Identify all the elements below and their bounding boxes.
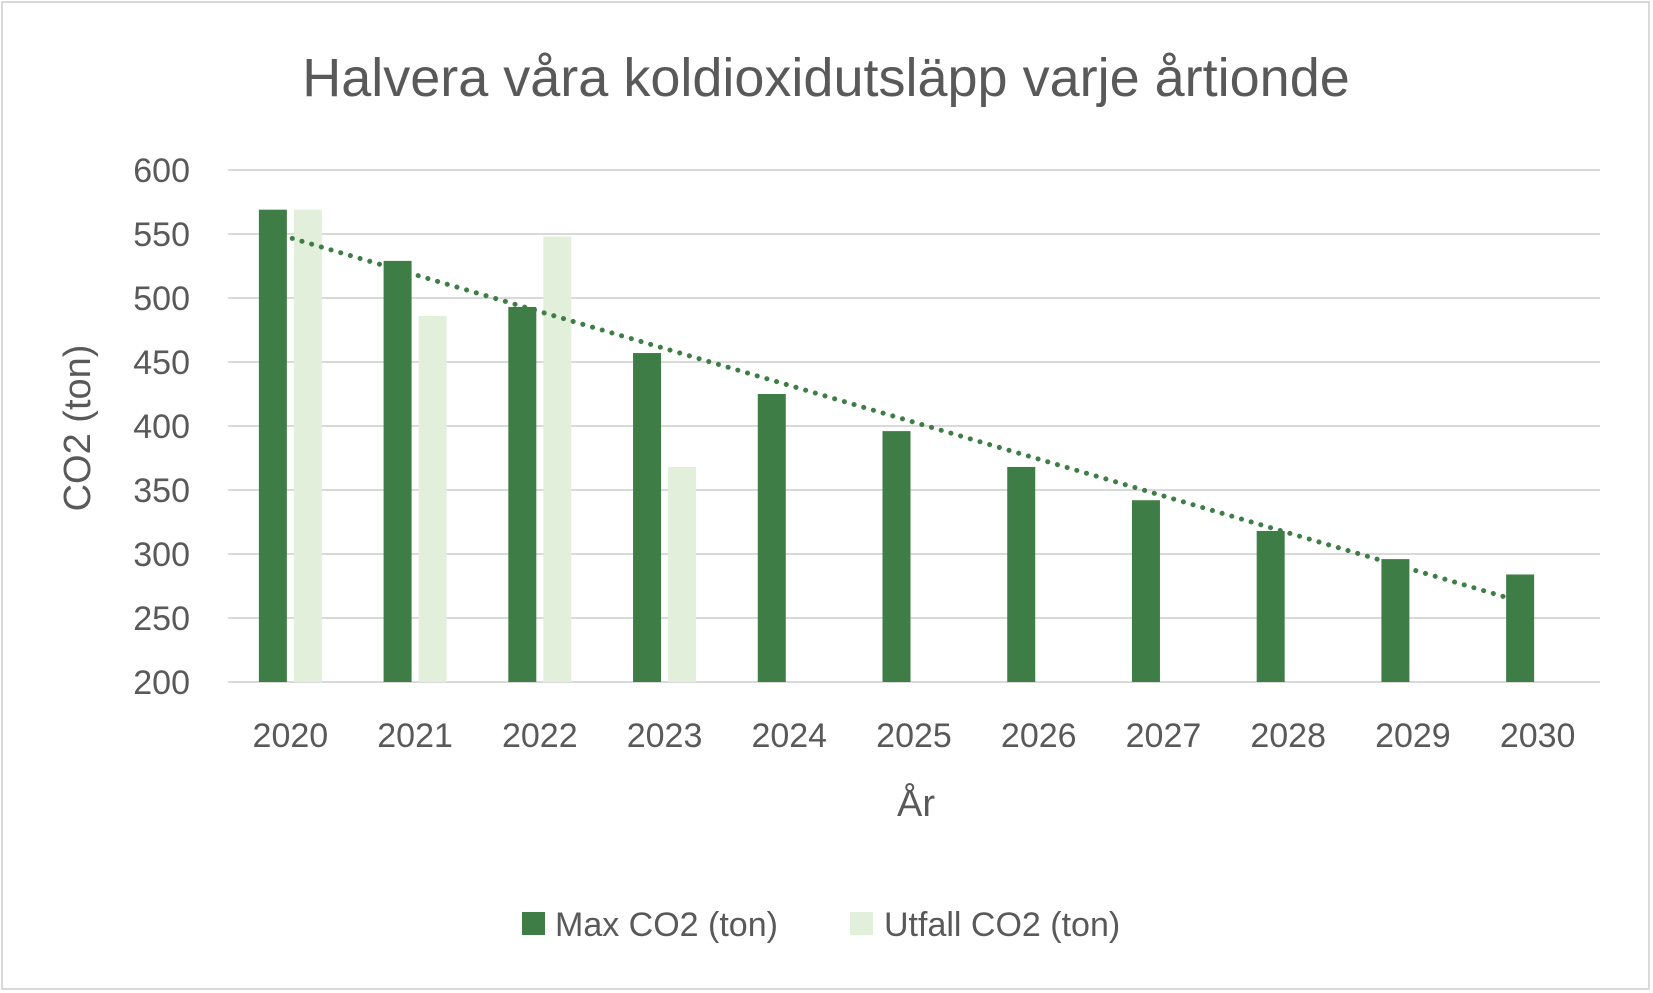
bar-utfall-co2-2020	[293, 209, 322, 682]
bar-max-co2-2022	[508, 306, 537, 682]
bar-utfall-co2-2022	[543, 236, 572, 682]
bar-max-co2-2025	[882, 431, 911, 682]
bar-max-co2-2028	[1256, 530, 1285, 682]
y-axis-title: CO2 (ton)	[57, 345, 99, 512]
x-tick-label: 2028	[1250, 717, 1326, 755]
bar-max-co2-2020	[258, 209, 287, 682]
y-tick-label: 500	[133, 280, 190, 318]
legend: Max CO2 (ton) Utfall CO2 (ton)	[522, 906, 1120, 944]
bar-utfall-co2-2023	[668, 466, 697, 682]
x-tick-label: 2022	[502, 717, 578, 755]
y-tick-label: 300	[133, 536, 190, 574]
x-axis-title: År	[897, 781, 935, 825]
y-axis-ticks: 200 250 300 350 400 450 500 550 600	[133, 152, 190, 702]
legend-label-max: Max CO2 (ton)	[555, 906, 778, 944]
bars	[258, 209, 1535, 682]
x-tick-label: 2023	[627, 717, 703, 755]
legend-swatch-utfall	[850, 912, 873, 935]
x-tick-label: 2021	[377, 717, 453, 755]
bar-max-co2-2023	[633, 353, 662, 682]
y-tick-label: 400	[133, 408, 190, 446]
y-tick-label: 450	[133, 344, 190, 382]
chart-title: Halvera våra koldioxidutsläpp varje årti…	[302, 48, 1350, 108]
y-tick-label: 250	[133, 600, 190, 638]
y-tick-label: 550	[133, 216, 190, 254]
x-tick-label: 2029	[1375, 717, 1451, 755]
bar-max-co2-2026	[1007, 466, 1036, 682]
bar-utfall-co2-2021	[418, 315, 447, 682]
bar-max-co2-2024	[757, 394, 786, 682]
gridlines	[228, 169, 1600, 683]
x-tick-label: 2027	[1126, 717, 1202, 755]
y-tick-label: 600	[133, 152, 190, 190]
bar-max-co2-2021	[383, 260, 412, 682]
x-tick-label: 2026	[1001, 717, 1077, 755]
bar-max-co2-2030	[1506, 574, 1535, 682]
x-tick-label: 2020	[253, 717, 329, 755]
x-tick-label: 2030	[1500, 717, 1576, 755]
legend-swatch-max	[522, 912, 545, 935]
y-tick-label: 350	[133, 472, 190, 510]
legend-label-utfall: Utfall CO2 (ton)	[884, 906, 1120, 944]
x-tick-label: 2024	[751, 717, 827, 755]
bar-max-co2-2027	[1131, 500, 1160, 682]
x-axis-ticks: 2020 2021 2022 2023 2024 2025 2026 2027 2028 2029…	[253, 717, 1576, 755]
y-tick-label: 200	[133, 664, 190, 702]
x-tick-label: 2025	[876, 717, 952, 755]
bar-max-co2-2029	[1381, 559, 1410, 682]
